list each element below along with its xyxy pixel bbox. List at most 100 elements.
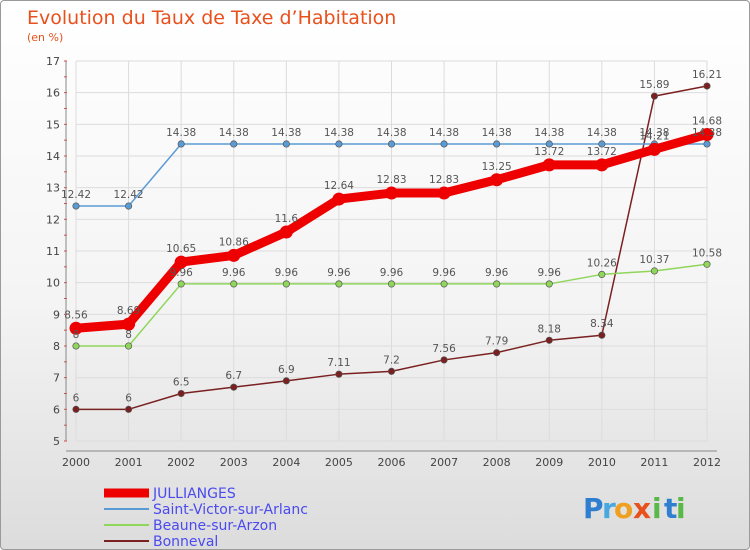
logo-letter: x bbox=[633, 492, 651, 525]
data-label: 11.6 bbox=[275, 213, 299, 225]
data-point bbox=[335, 140, 343, 148]
x-tick-label: 2001 bbox=[115, 456, 143, 469]
y-tick-label: 12 bbox=[46, 213, 60, 226]
data-label: 10.65 bbox=[166, 243, 196, 255]
data-label: 6 bbox=[125, 392, 132, 404]
data-label: 12.64 bbox=[324, 180, 354, 192]
data-label: 12.83 bbox=[376, 174, 406, 186]
y-tick-label: 17 bbox=[46, 55, 60, 68]
data-point bbox=[650, 267, 658, 275]
logo-letter: P bbox=[583, 492, 604, 525]
data-point bbox=[387, 140, 396, 148]
data-label: 9.96 bbox=[169, 267, 193, 279]
data-label: 10.26 bbox=[587, 257, 617, 269]
data-point bbox=[440, 356, 448, 364]
data-point bbox=[493, 140, 501, 148]
legend-label: Bonneval bbox=[153, 534, 218, 549]
data-point bbox=[279, 225, 293, 239]
data-point bbox=[69, 321, 83, 335]
data-label: 14.38 bbox=[271, 127, 301, 139]
data-point bbox=[598, 140, 606, 148]
axes: 5 6 7 8 9 10 11 12 13 14 15 16 17 2000 2001 2002 2003 200… bbox=[46, 55, 721, 469]
data-point bbox=[177, 280, 185, 288]
data-label: 7.2 bbox=[383, 354, 400, 366]
data-point bbox=[125, 342, 133, 350]
data-label: 15.89 bbox=[639, 79, 669, 91]
data-label: 14.38 bbox=[587, 127, 617, 139]
data-point bbox=[122, 317, 136, 331]
x-tick-label: 2005 bbox=[325, 456, 353, 469]
data-point bbox=[230, 383, 238, 391]
data-label: 8 bbox=[125, 329, 132, 341]
data-point bbox=[177, 140, 185, 148]
data-label: 6 bbox=[73, 392, 80, 404]
data-point bbox=[282, 280, 290, 288]
y-tick-label: 15 bbox=[46, 118, 60, 131]
data-label: 8.18 bbox=[538, 323, 561, 335]
data-label: 16.21 bbox=[692, 69, 722, 81]
data-point bbox=[598, 331, 606, 339]
data-label: 6.7 bbox=[225, 370, 242, 382]
data-point bbox=[125, 202, 133, 210]
data-label: 12.83 bbox=[429, 174, 459, 186]
data-point bbox=[282, 140, 290, 148]
data-label: 8.34 bbox=[590, 318, 614, 330]
data-label: 10.37 bbox=[639, 254, 669, 266]
logo-letter: i bbox=[676, 492, 686, 525]
data-label: 9.96 bbox=[380, 267, 404, 279]
data-point bbox=[227, 248, 241, 262]
data-point bbox=[542, 158, 556, 172]
grid bbox=[75, 60, 708, 442]
data-label: 7.56 bbox=[432, 343, 456, 355]
series-layer bbox=[69, 82, 714, 413]
data-label: 14.38 bbox=[482, 127, 512, 139]
data-label: 14.38 bbox=[692, 127, 722, 139]
data-label: 8.56 bbox=[64, 309, 88, 321]
data-point bbox=[703, 82, 711, 90]
data-point bbox=[385, 186, 398, 200]
data-point bbox=[72, 202, 80, 210]
data-label: 14.38 bbox=[376, 127, 406, 139]
y-tick-label: 9 bbox=[53, 308, 60, 321]
data-label: 14.38 bbox=[534, 127, 564, 139]
data-point bbox=[230, 140, 238, 148]
y-tick-label: 14 bbox=[46, 150, 60, 163]
data-label: 10.58 bbox=[692, 247, 722, 259]
data-point bbox=[490, 173, 504, 187]
data-point bbox=[440, 280, 448, 288]
y-tick-label: 10 bbox=[46, 277, 60, 290]
data-point bbox=[125, 405, 133, 413]
data-point bbox=[174, 255, 188, 269]
data-point bbox=[177, 389, 185, 398]
data-label: 9.96 bbox=[485, 267, 509, 279]
x-tick-label: 2000 bbox=[62, 456, 90, 469]
data-label: 9.96 bbox=[432, 267, 456, 279]
data-point bbox=[703, 140, 711, 148]
data-label: 9.96 bbox=[222, 267, 246, 279]
data-point bbox=[72, 342, 80, 350]
logo-letter: t bbox=[664, 492, 677, 525]
y-tick-label: 5 bbox=[53, 435, 60, 448]
x-tick-label: 2008 bbox=[483, 456, 511, 469]
y-tick-label: 11 bbox=[46, 245, 60, 258]
proxiti-logo: Pro x i ti bbox=[583, 492, 686, 525]
data-point bbox=[437, 186, 451, 200]
data-point bbox=[703, 260, 711, 268]
data-point bbox=[335, 280, 343, 288]
data-point bbox=[598, 270, 606, 278]
logo-letter: o bbox=[614, 492, 633, 525]
y-tick-label: 6 bbox=[53, 403, 60, 416]
data-label: 6.5 bbox=[173, 377, 190, 389]
data-point bbox=[595, 158, 609, 172]
x-tick-label: 2004 bbox=[272, 456, 300, 469]
data-point bbox=[440, 140, 448, 148]
data-point bbox=[387, 367, 396, 375]
data-point bbox=[387, 280, 396, 288]
data-label: 8.69 bbox=[117, 305, 140, 317]
data-point bbox=[493, 349, 501, 357]
data-label: 13.72 bbox=[587, 146, 617, 158]
data-label: 9.96 bbox=[327, 267, 351, 279]
data-label: 10.86 bbox=[219, 236, 249, 248]
